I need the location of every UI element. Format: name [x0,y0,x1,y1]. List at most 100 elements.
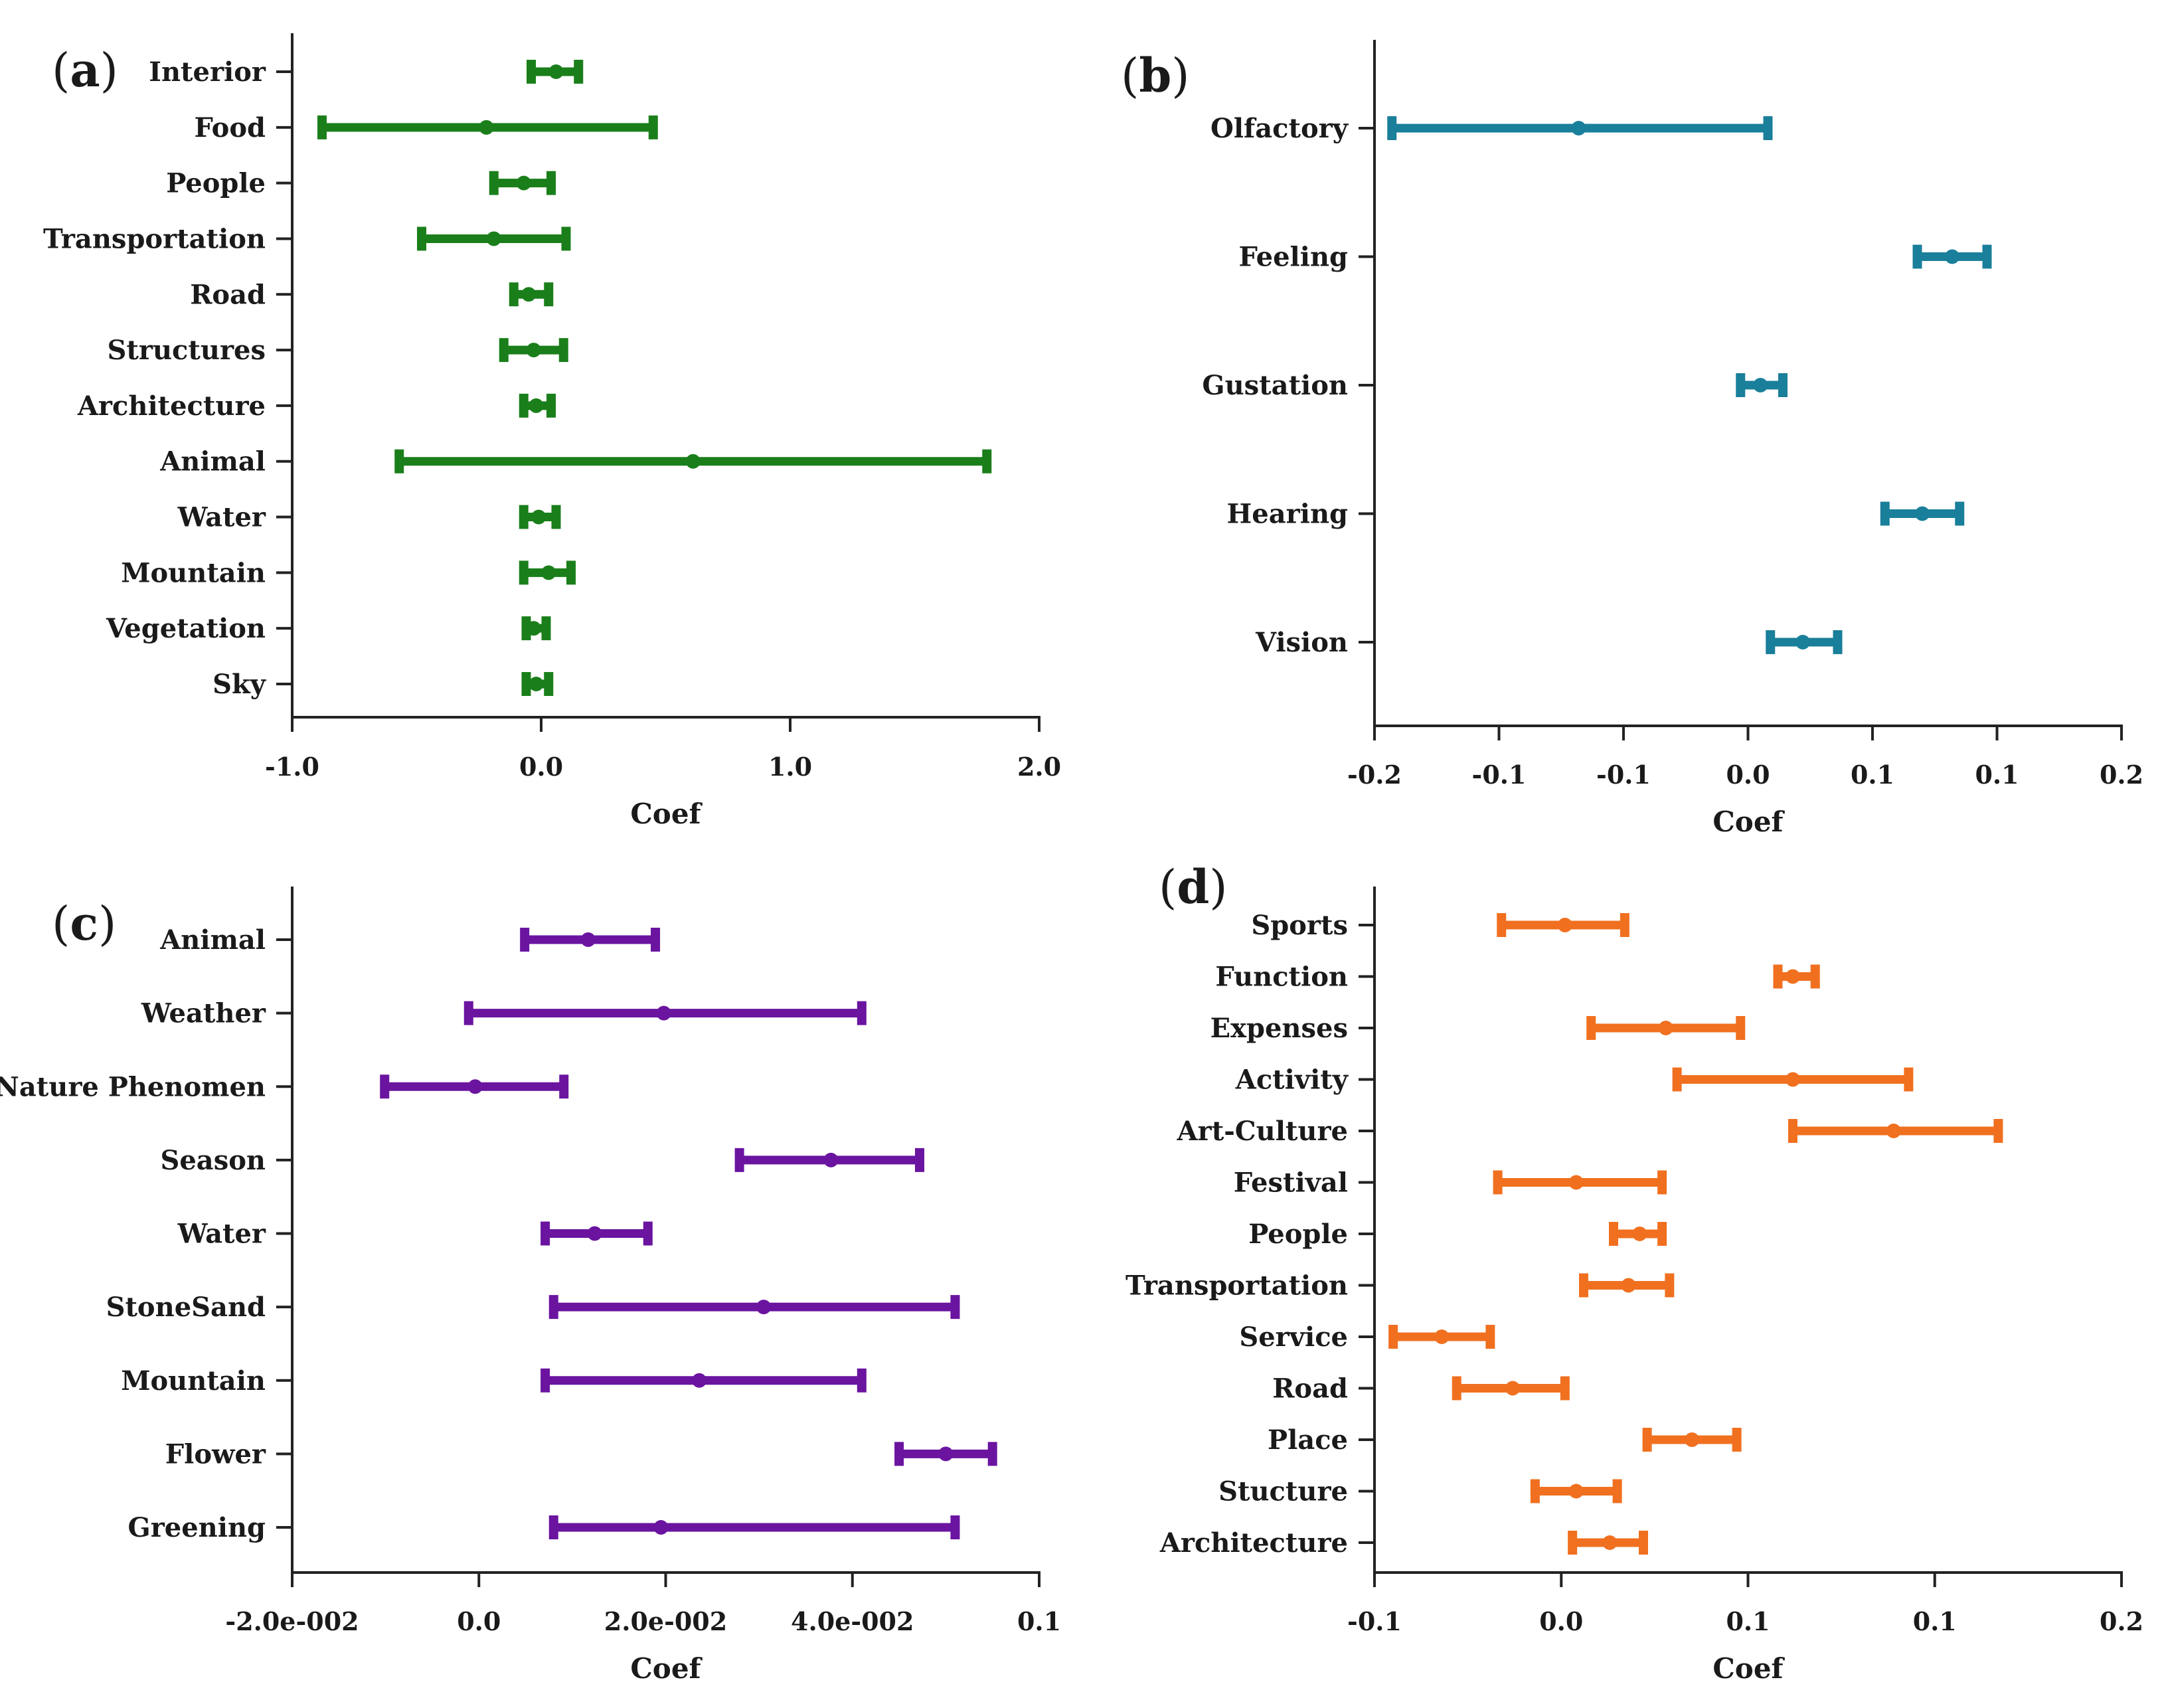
panel-label-letter: c [70,896,98,951]
coef-point [516,175,531,191]
panel-label-close: ) [1209,860,1227,914]
x-tick-label: -0.1 [1596,760,1651,790]
error-bar-interior [527,60,584,84]
x-axis-title: Coef [630,798,703,830]
error-bar-flower [894,1442,997,1466]
panel-a: (a) -1.0 0.0 1.0 2.0 Coef Interior Food People Tr… [43,33,1061,830]
coef-point [1886,1124,1901,1138]
category-label: Transportation [1125,1270,1348,1302]
coef-point [529,677,544,691]
category-label: Hearing [1227,499,1349,530]
x-tick-label: 2.0 [1017,752,1061,782]
category-label: StoneSand [106,1292,266,1323]
coef-point [1632,1227,1647,1241]
error-bar-road [509,282,554,307]
error-bar-transportation [1579,1273,1675,1298]
coef-point [1945,249,1959,264]
error-bar-transportation [417,226,571,251]
category-label: Weather [141,998,266,1029]
category-label: Place [1268,1424,1348,1456]
coef-point [1915,506,1930,521]
panel-label-close: ) [98,897,116,951]
error-bar-hearing [1880,501,1965,526]
error-bar-feeling [1912,244,1992,269]
error-bar-road [1452,1376,1570,1401]
category-label: Flower [165,1438,266,1470]
category-label: Mountain [121,1365,266,1397]
error-bar-season [734,1148,924,1172]
error-bar-place [1642,1428,1742,1452]
coef-point [526,343,541,358]
panel-label-close: ) [100,43,118,98]
error-bar-stonesand [548,1295,960,1320]
coef-point [1621,1278,1636,1293]
x-tick-label: -0.1 [1472,760,1527,790]
error-bar-water [519,505,561,529]
category-label: Transportation [43,223,266,254]
x-tick-label: 0.1 [1913,1606,1957,1636]
category-label: Expenses [1210,1013,1348,1044]
panel-label-b: (b) [1121,48,1190,103]
error-bar-vegetation [521,616,551,641]
x-tick-label: 0.0 [457,1606,501,1636]
x-tick-label: 0.2 [2100,1606,2143,1636]
panel-label-letter: b [1139,48,1171,103]
coef-point [1602,1535,1618,1550]
error-bar-activity [1672,1067,1914,1092]
x-axis-title: Coef [630,1652,703,1685]
coef-point [526,621,541,636]
category-label: Sports [1251,910,1348,941]
coef-point [685,454,701,469]
panel-c: (c) -2.0e-002 0.0 2.0e-002 4.0e-002 0.1 Coef An… [0,887,1061,1685]
panel-label-open: ( [1121,48,1139,103]
coef-point [521,287,537,302]
x-tick-label: 0.1 [1017,1606,1061,1636]
category-label: Road [1272,1373,1348,1405]
category-label: Service [1239,1322,1348,1353]
category-label: Water [177,1219,266,1250]
coef-point [1753,378,1768,392]
panel-label-open: ( [52,897,70,951]
coef-point [1434,1329,1450,1344]
coef-point [587,1226,602,1241]
error-bar-weather [463,1001,867,1025]
x-tick-label: 0.0 [1539,1606,1583,1636]
category-label: Season [160,1145,266,1176]
category-label: Architecture [77,390,266,422]
x-tick-label: 1.0 [768,752,812,782]
category-label: Nature Phenomen [0,1071,266,1102]
error-bar-olfactory [1387,116,1773,140]
coef-point [1568,1175,1584,1190]
coef-point [467,1079,483,1094]
category-label: Stucture [1218,1476,1348,1507]
error-bar-expenses [1586,1016,1746,1040]
category-label: Architecture [1159,1527,1348,1559]
panel-label-open: ( [52,43,70,98]
coef-point [653,1520,669,1535]
category-label: Sky [212,669,267,700]
panel-label-letter: a [70,43,100,98]
error-bar-nature-phenomen [380,1074,569,1099]
error-bar-people [1609,1222,1667,1246]
error-bar-greening [548,1515,960,1539]
panel-label-d: (d) [1159,859,1228,914]
coef-point [529,398,544,413]
category-label: Vision [1255,627,1348,658]
coef-point [1568,1484,1584,1499]
error-bar-stucture [1530,1479,1622,1503]
error-bar-mountain [541,1368,867,1393]
error-bar-service [1388,1325,1495,1349]
error-bar-food [317,115,658,139]
x-tick-label: -2.0e-002 [225,1606,359,1636]
category-label: Mountain [121,557,266,588]
category-label: Activity [1235,1065,1349,1096]
x-tick-label: -0.2 [1347,760,1402,790]
error-bar-architecture [519,393,556,418]
coef-point [479,120,494,135]
error-bar-festival [1493,1170,1667,1195]
x-tick-label: -0.1 [1347,1606,1402,1636]
coef-point [1786,1072,1800,1087]
category-label: Art-Culture [1177,1116,1348,1147]
category-label: Olfactory [1210,113,1349,144]
